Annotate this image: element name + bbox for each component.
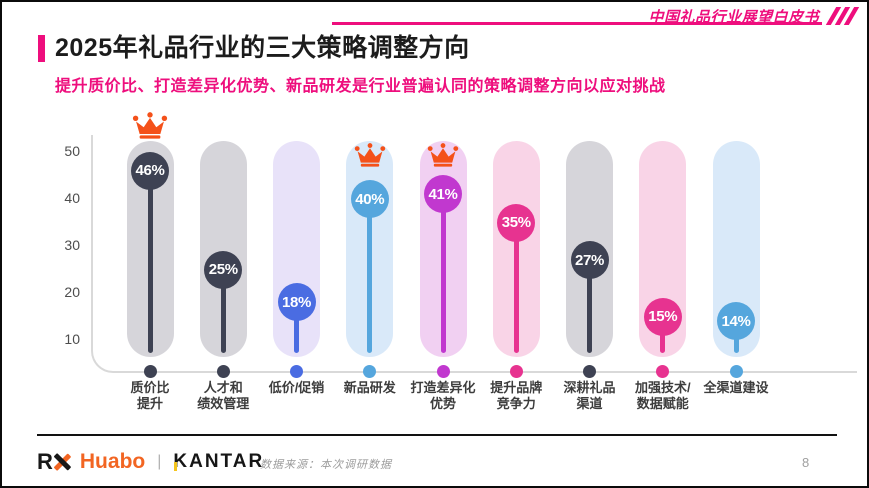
value-bubble: 14% (717, 302, 755, 341)
y-tick-label: 50 (64, 143, 80, 159)
title-accent-bar (38, 35, 45, 62)
axis-dot (290, 364, 303, 378)
category-label: 人才和 绩效管理 (197, 380, 250, 411)
category-label: 全渠道建设 (703, 380, 769, 395)
rx-x-mark-icon (53, 452, 71, 472)
y-tick-label: 10 (64, 331, 80, 347)
kantar-k-accent (174, 462, 178, 471)
report-watermark: 中国礼品行业展望白皮书 (648, 9, 819, 26)
crown-icon (132, 112, 168, 139)
category-label: 打造差异化 优势 (410, 380, 476, 411)
triple-slash-icon (825, 7, 860, 25)
axis-dot (509, 364, 523, 378)
lollipop-stem (220, 269, 226, 353)
kantar-logo: KANTAR (173, 451, 265, 472)
axis-dot (363, 364, 377, 378)
page-title: 2025年礼品行业的三大策略调整方向 (55, 34, 470, 62)
category-label: 低价/促销 (268, 380, 325, 395)
value-bubble: 18% (277, 283, 316, 322)
crown-icon (354, 143, 386, 167)
axis-dot (143, 364, 157, 378)
value-bubble: 25% (204, 250, 243, 289)
lollipop-stem (513, 222, 519, 353)
category-label: 质价比 提升 (130, 380, 170, 411)
lollipop-stem (587, 260, 592, 353)
page-number: 8 (802, 455, 810, 470)
value-bubble: 35% (497, 203, 536, 242)
lollipop-stem (440, 194, 446, 353)
axis-dot (656, 364, 670, 378)
logos: R Huabo | KANTAR (37, 448, 264, 476)
lollipop-stem (367, 199, 373, 353)
axis-dot (216, 364, 230, 378)
y-tick-label: 40 (64, 190, 80, 206)
category-label: 深耕礼品 渠道 (563, 380, 616, 411)
header-rule (332, 22, 822, 25)
value-bubble: 40% (350, 180, 389, 218)
rx-logo-r: R (37, 449, 53, 474)
axis-dot (583, 364, 596, 378)
y-tick-label: 20 (64, 284, 80, 300)
value-bubble: 27% (570, 241, 609, 280)
axis-dot (436, 364, 450, 378)
category-label: 新品研发 (343, 380, 396, 395)
axis-frame (91, 135, 857, 373)
lollipop-stem (294, 302, 299, 353)
lollipop-stem (147, 170, 153, 353)
logo-separator: | (157, 453, 162, 470)
value-bubble: 46% (131, 151, 169, 190)
value-bubble: 15% (643, 297, 682, 336)
huabo-logo: Huabo (79, 450, 146, 473)
category-label: 提升品牌 竞争力 (490, 380, 543, 411)
axis-dot (729, 364, 743, 378)
y-tick-label: 30 (64, 237, 80, 253)
category-label: 加强技术/数据赋能 (634, 380, 691, 411)
crown-icon (427, 143, 459, 167)
rx-logo: R (37, 449, 71, 475)
subtitle: 提升质价比、打造差异化优势、新品研发是行业普遍认同的策略调整方向以应对挑战 (55, 78, 666, 95)
data-source: 数据来源：本次调研数据 (260, 459, 392, 471)
value-bubble: 41% (424, 175, 462, 214)
footer-rule (37, 434, 837, 436)
